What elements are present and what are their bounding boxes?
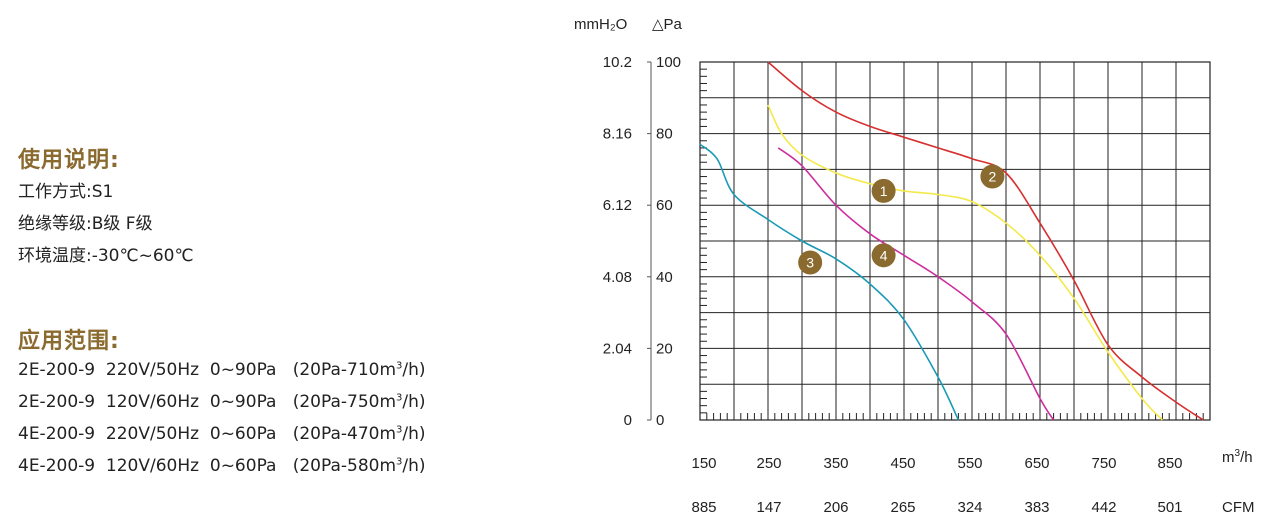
plot-frame [699,61,1211,421]
x-tick-label-cfm: 885 [691,499,716,516]
y-tick-label-pa: 40 [656,269,673,286]
y-tick-label-pa: 60 [656,197,673,214]
y-unit-pa: △Pa [652,16,683,33]
series-line-3 [699,143,960,421]
y-tick-label-pa: 80 [656,126,673,143]
y-tick-label-mmh2o: 0 [624,412,632,429]
curve-badge-1 [871,178,896,203]
curve-badge-4 [871,243,896,268]
spec-voltage: 220V/50Hz [105,424,200,444]
insulation-line: 绝缘等级:B级 F级 [18,214,153,234]
spec-point-suffix: /h) [402,392,426,412]
spec-model: 2E-200-9 [18,360,96,380]
spec-pressure: 0~90Pa [209,392,277,412]
y-unit-mmh2o: mmH₂O [574,16,627,33]
spec-point-suffix: /h) [402,456,426,476]
spec-voltage: 120V/60Hz [105,456,200,476]
curve-badge-label: 3 [806,254,814,270]
spec-voltage: 220V/50Hz [105,360,200,380]
work-mode-line: 工作方式:S1 [18,182,114,202]
x-tick-label-m3h: 250 [756,455,781,472]
x-tick-label-m3h: 450 [890,455,915,472]
spec-point: (20Pa-580m [292,456,397,476]
curve-badge-label: 2 [989,169,997,185]
spec-line: 2E-200-9 120V/60Hz 0~90Pa (20Pa-750m3/h) [18,392,426,412]
x-tick-label-cfm: 147 [756,499,781,516]
y-tick-label-pa: 0 [656,412,664,429]
y-tick-label-pa: 20 [656,340,673,357]
x-tick-label-cfm: 383 [1024,499,1049,516]
spec-model: 2E-200-9 [18,392,96,412]
x-tick-label-cfm: 324 [957,499,982,516]
temperature-line: 环境温度:-30℃~60℃ [18,246,194,266]
spec-voltage: 120V/60Hz [105,392,200,412]
spec-model: 4E-200-9 [18,456,96,476]
x-tick-label-cfm: 501 [1157,499,1182,516]
y-tick-label-mmh2o: 6.12 [603,197,632,214]
curve-badge-label: 4 [880,247,888,263]
y-tick-label-mmh2o: 2.04 [603,340,632,357]
curve-badge-3 [798,250,823,275]
spec-point: (20Pa-750m [292,392,397,412]
spec-point-suffix: /h) [402,360,426,380]
x-tick-label-cfm: 206 [823,499,848,516]
spec-line: 4E-200-9 120V/60Hz 0~60Pa (20Pa-580m3/h) [18,456,426,476]
x-tick-label-m3h: 750 [1091,455,1116,472]
series-line-4 [777,147,1055,421]
x-unit-m3h: m3/h [1222,448,1253,466]
x-tick-label-m3h: 850 [1157,455,1182,472]
spec-sup: 3 [396,392,403,404]
spec-line: 2E-200-9 220V/50Hz 0~90Pa (20Pa-710m3/h) [18,360,426,380]
spec-sup: 3 [396,360,403,372]
x-unit-cfm: CFM [1222,499,1255,516]
spec-point: (20Pa-710m [292,360,397,380]
spec-sup: 3 [396,456,403,468]
spec-point-suffix: /h) [402,424,426,444]
y-tick-label-mmh2o: 4.08 [603,269,632,286]
x-tick-label-m3h: 550 [957,455,982,472]
spec-pressure: 0~60Pa [209,456,277,476]
range-heading: 应用范围: [18,329,120,354]
curve-badge-2 [980,164,1005,189]
y-tick-label-mmh2o: 10.2 [603,54,632,71]
usage-heading: 使用说明: [18,148,120,173]
x-tick-label-cfm: 442 [1091,499,1116,516]
x-tick-label-m3h: 150 [691,455,716,472]
x-tick-label-m3h: 650 [1024,455,1049,472]
y-tick-label-mmh2o: 8.16 [603,126,632,143]
spec-sup: 3 [396,424,403,436]
spec-model: 4E-200-9 [18,424,96,444]
x-tick-label-cfm: 265 [890,499,915,516]
spec-pressure: 0~60Pa [209,424,277,444]
curve-badge-label: 1 [880,183,888,199]
spec-pressure: 0~90Pa [209,360,277,380]
y-tick-label-pa: 100 [656,54,681,71]
x-tick-label-m3h: 350 [823,455,848,472]
series-line-1 [767,104,1163,421]
spec-point: (20Pa-470m [292,424,397,444]
spec-line: 4E-200-9 220V/50Hz 0~60Pa (20Pa-470m3/h) [18,424,426,444]
